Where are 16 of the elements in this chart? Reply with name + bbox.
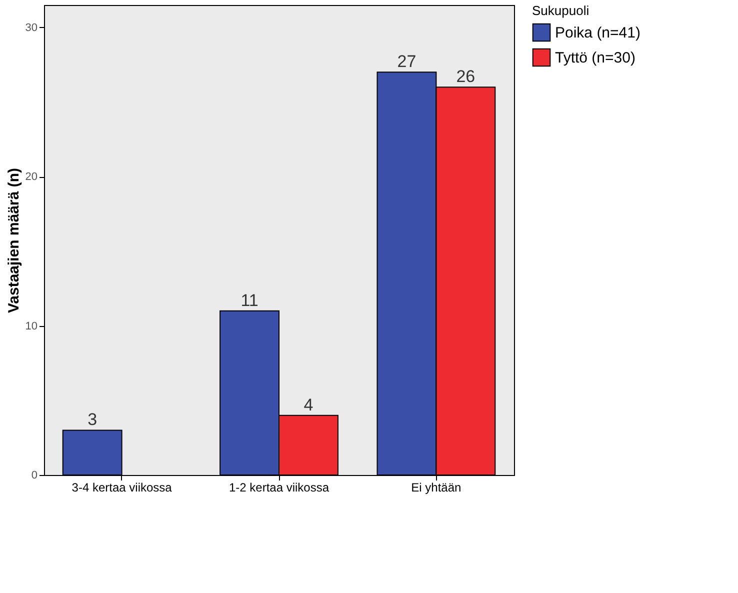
y-tick-label: 0 [31, 470, 38, 482]
x-tick-label: 1-2 kertaa viikossa [228, 480, 330, 494]
x-tick-label: Ei yhtään [411, 480, 462, 494]
data-label: 27 [397, 52, 416, 72]
legend-label: Tyttö (n=30) [555, 50, 636, 66]
y-axis-title: Vastaajien määrä (n) [5, 168, 22, 314]
y-tick-label: 10 [25, 320, 38, 332]
data-label: 4 [304, 395, 314, 414]
y-tick-label: 20 [25, 171, 38, 184]
x-tick-label: 3-4 kertaa viikossa [72, 480, 172, 494]
data-label: 26 [456, 67, 476, 86]
legend-title: Sukupuoli [532, 3, 590, 18]
data-label: 11 [240, 290, 258, 310]
legend-label: Poika (n=41) [555, 24, 640, 42]
data-label: 3 [88, 410, 98, 430]
y-tick-label: 30 [25, 22, 38, 34]
